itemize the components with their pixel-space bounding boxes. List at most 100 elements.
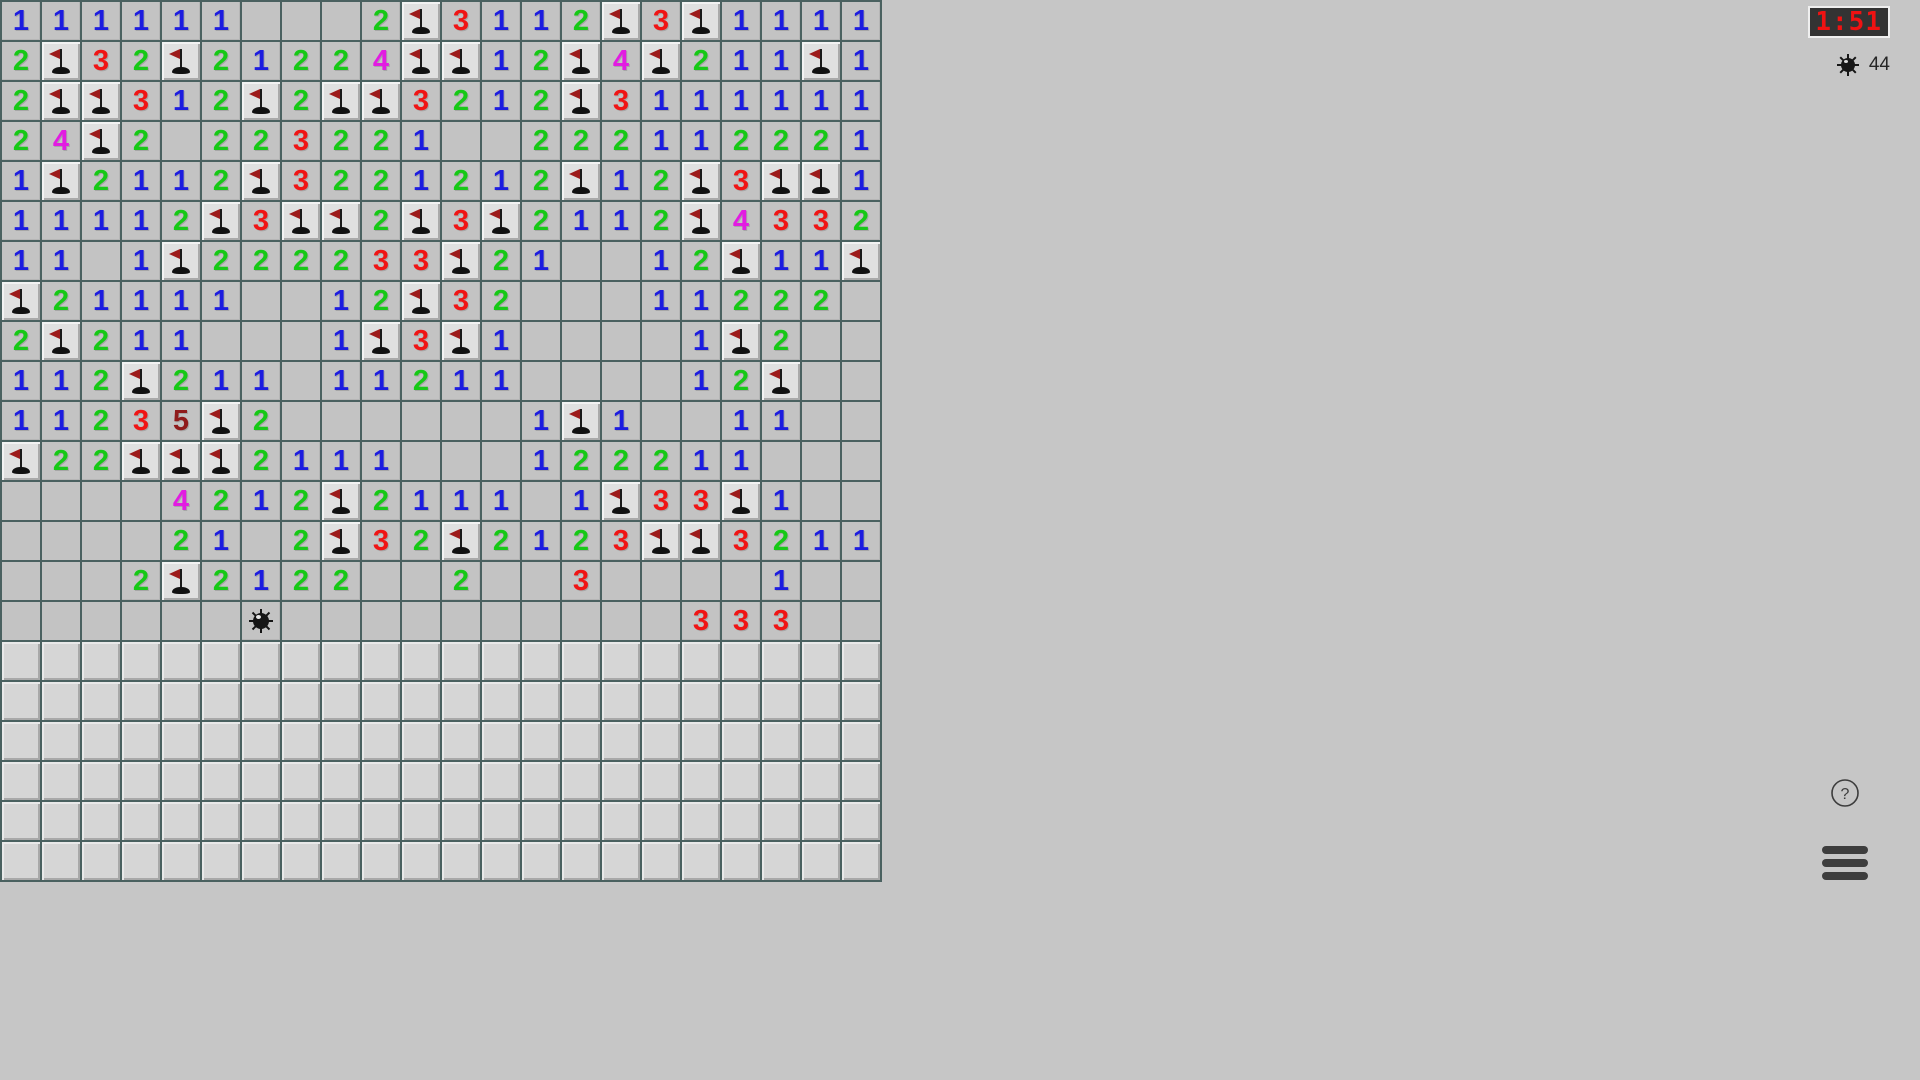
cell-number-2[interactable]: 2	[762, 522, 800, 560]
cell-open-empty[interactable]	[82, 522, 120, 560]
cell-covered[interactable]	[202, 842, 240, 880]
cell-flag[interactable]	[42, 82, 80, 120]
cell-covered[interactable]	[642, 802, 680, 840]
cell-open-empty[interactable]	[682, 402, 720, 440]
cell-flag[interactable]	[322, 522, 360, 560]
cell-number-2[interactable]: 2	[362, 282, 400, 320]
cell-number-1[interactable]: 1	[522, 402, 560, 440]
cell-covered[interactable]	[362, 682, 400, 720]
cell-number-2[interactable]: 2	[2, 82, 40, 120]
cell-mine-cursor[interactable]	[242, 602, 280, 640]
cell-number-1[interactable]: 1	[322, 322, 360, 360]
cell-open-empty[interactable]	[602, 322, 640, 360]
cell-open-empty[interactable]	[2, 562, 40, 600]
cell-covered[interactable]	[362, 762, 400, 800]
cell-number-2[interactable]: 2	[482, 282, 520, 320]
cell-covered[interactable]	[682, 762, 720, 800]
cell-number-1[interactable]: 1	[682, 362, 720, 400]
cell-open-empty[interactable]	[522, 482, 560, 520]
cell-open-empty[interactable]	[762, 442, 800, 480]
cell-number-1[interactable]: 1	[202, 522, 240, 560]
cell-flag[interactable]	[242, 82, 280, 120]
cell-number-1[interactable]: 1	[362, 442, 400, 480]
cell-number-2[interactable]: 2	[202, 82, 240, 120]
cell-number-2[interactable]: 2	[442, 562, 480, 600]
cell-covered[interactable]	[322, 802, 360, 840]
cell-open-empty[interactable]	[642, 362, 680, 400]
cell-number-1[interactable]: 1	[42, 2, 80, 40]
cell-open-empty[interactable]	[522, 362, 560, 400]
cell-covered[interactable]	[362, 802, 400, 840]
cell-open-empty[interactable]	[482, 602, 520, 640]
cell-covered[interactable]	[802, 842, 840, 880]
cell-number-1[interactable]: 1	[682, 282, 720, 320]
cell-number-1[interactable]: 1	[402, 482, 440, 520]
cell-number-3[interactable]: 3	[442, 2, 480, 40]
cell-number-2[interactable]: 2	[522, 122, 560, 160]
cell-covered[interactable]	[242, 722, 280, 760]
cell-covered[interactable]	[762, 722, 800, 760]
cell-covered[interactable]	[522, 802, 560, 840]
cell-covered[interactable]	[482, 802, 520, 840]
cell-covered[interactable]	[282, 722, 320, 760]
cell-number-3[interactable]: 3	[402, 322, 440, 360]
cell-flag[interactable]	[242, 162, 280, 200]
cell-covered[interactable]	[322, 722, 360, 760]
cell-number-2[interactable]: 2	[442, 82, 480, 120]
cell-open-empty[interactable]	[42, 602, 80, 640]
cell-flag[interactable]	[562, 162, 600, 200]
cell-covered[interactable]	[122, 722, 160, 760]
cell-covered[interactable]	[442, 802, 480, 840]
cell-flag[interactable]	[442, 522, 480, 560]
cell-flag[interactable]	[202, 202, 240, 240]
cell-number-2[interactable]: 2	[762, 282, 800, 320]
cell-open-empty[interactable]	[802, 402, 840, 440]
cell-covered[interactable]	[562, 682, 600, 720]
cell-number-2[interactable]: 2	[362, 202, 400, 240]
cell-number-1[interactable]: 1	[642, 282, 680, 320]
cell-flag[interactable]	[762, 162, 800, 200]
cell-covered[interactable]	[242, 682, 280, 720]
cell-flag[interactable]	[82, 122, 120, 160]
cell-open-empty[interactable]	[202, 602, 240, 640]
cell-covered[interactable]	[82, 642, 120, 680]
cell-number-2[interactable]: 2	[442, 162, 480, 200]
cell-flag[interactable]	[682, 162, 720, 200]
cell-number-2[interactable]: 2	[122, 42, 160, 80]
cell-number-2[interactable]: 2	[82, 322, 120, 360]
cell-covered[interactable]	[842, 642, 880, 680]
cell-covered[interactable]	[442, 842, 480, 880]
cell-number-2[interactable]: 2	[562, 2, 600, 40]
cell-flag[interactable]	[442, 242, 480, 280]
cell-covered[interactable]	[722, 682, 760, 720]
cell-flag[interactable]	[162, 562, 200, 600]
cell-open-empty[interactable]	[42, 562, 80, 600]
cell-flag[interactable]	[402, 42, 440, 80]
cell-number-2[interactable]: 2	[82, 442, 120, 480]
cell-number-2[interactable]: 2	[202, 42, 240, 80]
cell-number-1[interactable]: 1	[682, 442, 720, 480]
cell-covered[interactable]	[242, 642, 280, 680]
cell-flag[interactable]	[682, 2, 720, 40]
cell-covered[interactable]	[562, 762, 600, 800]
cell-covered[interactable]	[722, 802, 760, 840]
cell-number-2[interactable]: 2	[642, 162, 680, 200]
cell-covered[interactable]	[42, 762, 80, 800]
cell-number-1[interactable]: 1	[482, 2, 520, 40]
cell-open-empty[interactable]	[522, 562, 560, 600]
cell-number-3[interactable]: 3	[682, 482, 720, 520]
cell-number-1[interactable]: 1	[602, 162, 640, 200]
cell-flag[interactable]	[842, 242, 880, 280]
cell-open-empty[interactable]	[82, 242, 120, 280]
cell-number-2[interactable]: 2	[402, 522, 440, 560]
cell-covered[interactable]	[42, 722, 80, 760]
cell-number-1[interactable]: 1	[122, 202, 160, 240]
cell-flag[interactable]	[562, 42, 600, 80]
cell-open-empty[interactable]	[2, 602, 40, 640]
cell-covered[interactable]	[682, 682, 720, 720]
cell-number-2[interactable]: 2	[602, 442, 640, 480]
cell-number-2[interactable]: 2	[42, 282, 80, 320]
cell-open-empty[interactable]	[322, 2, 360, 40]
cell-open-empty[interactable]	[482, 122, 520, 160]
cell-number-2[interactable]: 2	[482, 242, 520, 280]
